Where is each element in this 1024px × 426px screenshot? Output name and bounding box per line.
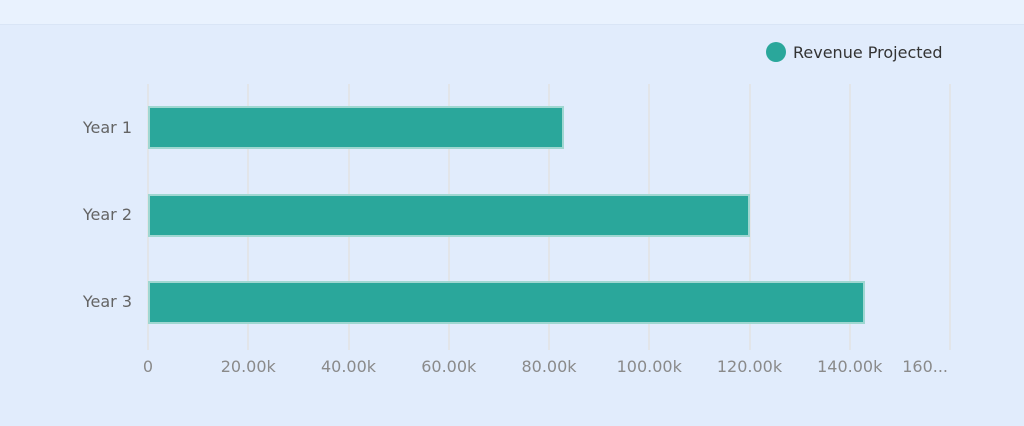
x-tick-label: 140.00k — [817, 357, 883, 376]
bar-year-1[interactable] — [148, 106, 565, 150]
legend-marker-icon — [766, 42, 786, 62]
bar-year-2[interactable] — [148, 193, 750, 237]
x-tick-label: 120.00k — [716, 357, 783, 376]
x-tick-label: 160... — [902, 357, 948, 376]
x-tick-label: 60.00k — [421, 357, 477, 376]
gridline — [848, 84, 851, 350]
x-tick-label: 0 — [142, 357, 154, 376]
x-tick-label: 20.00k — [220, 357, 276, 376]
bar-year-3[interactable] — [148, 280, 865, 324]
category-label: Year 1 — [82, 117, 132, 137]
x-tick-label: 80.00k — [521, 357, 577, 376]
gridline — [949, 84, 951, 350]
x-tick-label: 100.00k — [616, 357, 682, 376]
category-label: Year 3 — [82, 292, 132, 312]
gridline — [748, 84, 751, 350]
legend-label: Revenue Projected — [793, 42, 943, 62]
category-label: Year 2 — [82, 205, 132, 224]
x-tick-label: 40.00k — [320, 357, 377, 376]
legend-item-revenue-projected[interactable]: Revenue Projected — [766, 42, 943, 62]
top-strip — [0, 0, 1024, 25]
